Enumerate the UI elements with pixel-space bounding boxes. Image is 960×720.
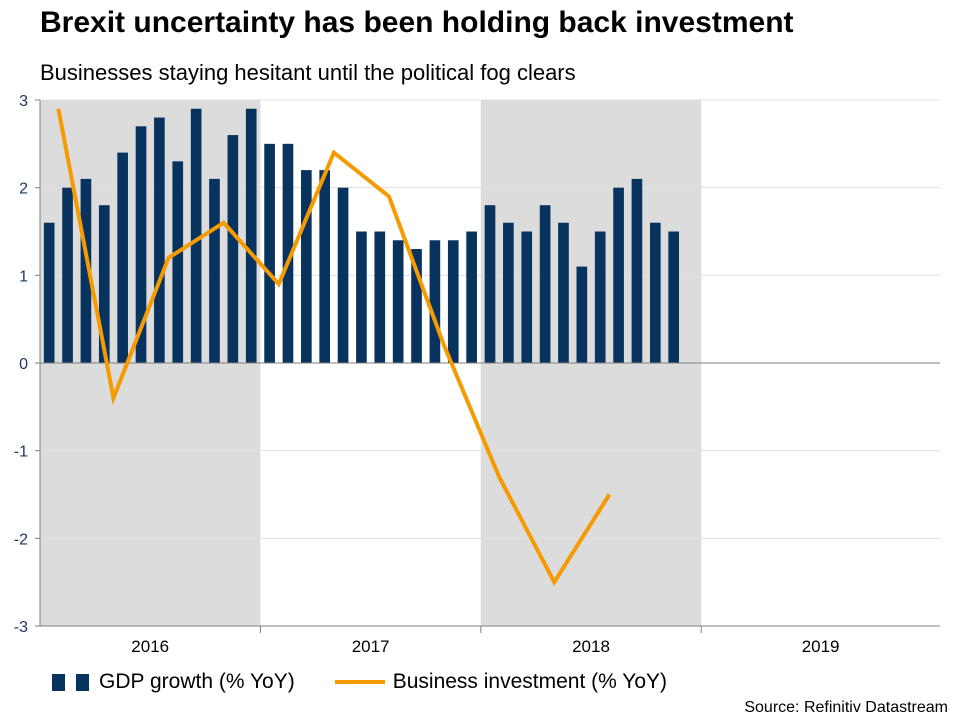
gdp-bar xyxy=(264,143,275,363)
legend-bar-swatch-1 xyxy=(52,673,65,691)
gdp-bar xyxy=(392,240,404,363)
gdp-bar xyxy=(613,187,624,363)
gdp-bar xyxy=(62,187,73,363)
y-tick-label: -1 xyxy=(14,444,28,461)
gdp-bar xyxy=(282,143,294,363)
axis-labels: 3 2 1 0 -1 -2 -3 2016 2017 2018 2019 xyxy=(14,93,840,656)
gdp-bar xyxy=(43,222,55,363)
business-investment-series xyxy=(56,108,612,587)
gdp-bar xyxy=(484,205,496,363)
gdp-bar xyxy=(135,126,147,363)
gdp-bar xyxy=(594,231,606,363)
gdp-bar xyxy=(337,187,349,363)
y-tick-label: 3 xyxy=(19,93,28,110)
legend-bar-swatch-2 xyxy=(76,673,89,691)
gdp-bar xyxy=(301,170,312,363)
legend-gdp-label: GDP growth (% YoY) xyxy=(99,670,295,693)
axes xyxy=(35,99,940,633)
gdp-bar xyxy=(245,108,257,364)
y-tick-label: 1 xyxy=(19,268,28,285)
y-tick-label: -2 xyxy=(14,531,28,548)
gdp-bar xyxy=(521,231,533,363)
gdp-bar xyxy=(117,152,128,363)
gdp-bar xyxy=(319,170,331,363)
x-year-label-2016: 2016 xyxy=(131,637,169,656)
gdp-bar xyxy=(539,205,551,363)
gdp-bar xyxy=(447,240,459,363)
y-tick-label: -3 xyxy=(14,619,28,636)
chart-subtitle: Businesses staying hesitant until the po… xyxy=(40,60,576,85)
gdp-bar xyxy=(668,231,679,363)
gdp-bars xyxy=(43,108,679,364)
legend-line-swatch xyxy=(334,680,385,684)
x-year-label-2017: 2017 xyxy=(352,637,390,656)
gdp-bar xyxy=(356,231,367,363)
x-year-label-2018: 2018 xyxy=(572,637,610,656)
gdp-bar xyxy=(98,205,110,363)
gdp-bar xyxy=(631,178,643,363)
y-tick-label: 2 xyxy=(19,181,28,198)
legend-investment-label: Business investment (% YoY) xyxy=(392,670,668,693)
gdp-bar xyxy=(172,161,184,363)
gdp-bar xyxy=(80,178,92,363)
source-note: Source: Refinitiv Datastream xyxy=(744,699,948,716)
gdp-bar xyxy=(558,222,569,363)
gdp-bar xyxy=(411,249,422,363)
gdp-bar xyxy=(154,117,165,364)
gdp-bar xyxy=(576,266,588,363)
gdp-bar xyxy=(374,231,386,363)
gdp-bar xyxy=(466,231,477,363)
gdp-bar xyxy=(503,222,514,363)
legend-gdp-swatch xyxy=(52,673,89,691)
legend: GDP growth (% YoY) Business investment (… xyxy=(52,668,667,696)
gdp-bar xyxy=(649,222,661,363)
chart-title: Brexit uncertainty has been holding back… xyxy=(40,6,794,39)
gdp-bar xyxy=(227,135,239,363)
gdp-bar xyxy=(190,108,202,364)
gdp-bar xyxy=(429,240,441,363)
y-tick-label: 0 xyxy=(19,356,28,373)
gdp-bar xyxy=(209,178,220,363)
x-year-label-2019: 2019 xyxy=(802,637,840,656)
